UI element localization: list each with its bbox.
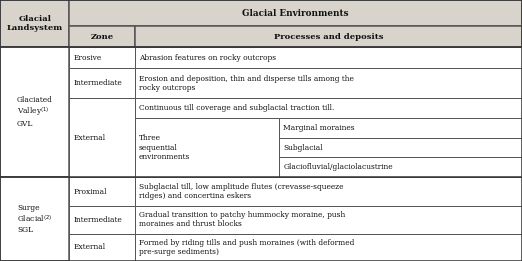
Bar <box>135 234 522 261</box>
Text: Subglacial: Subglacial <box>283 144 323 152</box>
Bar <box>0 177 69 261</box>
Text: Intermediate: Intermediate <box>74 216 122 224</box>
Bar <box>69 47 135 68</box>
Bar <box>69 234 135 261</box>
Text: Abrasion features on rocky outcrops: Abrasion features on rocky outcrops <box>139 54 276 62</box>
Bar <box>69 0 522 26</box>
Text: Proximal: Proximal <box>74 188 107 195</box>
Bar <box>0 0 69 47</box>
Bar <box>135 118 279 177</box>
Bar <box>69 26 135 47</box>
Text: Intermediate: Intermediate <box>74 79 122 87</box>
Bar <box>279 118 522 138</box>
Bar <box>135 177 522 206</box>
Text: Glaciofluvial/glaciolacustrine: Glaciofluvial/glaciolacustrine <box>283 163 393 171</box>
Text: Gradual transition to patchy hummocky moraine, push
moraines and thrust blocks: Gradual transition to patchy hummocky mo… <box>139 211 345 228</box>
Bar <box>0 47 69 177</box>
Bar <box>69 206 135 234</box>
Text: Subglacial till, low amplitude flutes (crevasse-squeeze
ridges) and concertina e: Subglacial till, low amplitude flutes (c… <box>139 183 343 200</box>
Bar <box>279 157 522 177</box>
Bar <box>69 68 135 98</box>
Text: Zone: Zone <box>90 33 114 41</box>
Bar <box>135 26 522 47</box>
Text: Glacial Environments: Glacial Environments <box>242 9 349 17</box>
Bar <box>135 68 522 98</box>
Text: External: External <box>74 243 106 251</box>
Text: Glacial
Landsystem: Glacial Landsystem <box>7 15 63 32</box>
Text: Formed by riding tills and push moraines (with deformed
pre-surge sediments): Formed by riding tills and push moraines… <box>139 239 354 256</box>
Text: Continuous till coverage and subglacial traction till.: Continuous till coverage and subglacial … <box>139 104 334 112</box>
Bar <box>69 177 135 206</box>
Text: Marginal moraines: Marginal moraines <box>283 124 355 132</box>
Text: Three
sequential
environments: Three sequential environments <box>139 134 190 161</box>
Text: Surge
Glacial$^{(2)}$
SGL: Surge Glacial$^{(2)}$ SGL <box>17 204 52 234</box>
Bar <box>279 138 522 157</box>
Bar <box>69 98 135 177</box>
Bar <box>135 47 522 68</box>
Bar <box>135 98 522 118</box>
Text: External: External <box>74 134 106 142</box>
Bar <box>135 206 522 234</box>
Text: Glaciated
Valley$^{(1)}$
GVL: Glaciated Valley$^{(1)}$ GVL <box>17 96 53 128</box>
Text: Erosion and deposition, thin and disperse tills among the
rocky outcrops: Erosion and deposition, thin and dispers… <box>139 75 354 92</box>
Text: Erosive: Erosive <box>74 54 102 62</box>
Text: Processes and deposits: Processes and deposits <box>274 33 383 41</box>
